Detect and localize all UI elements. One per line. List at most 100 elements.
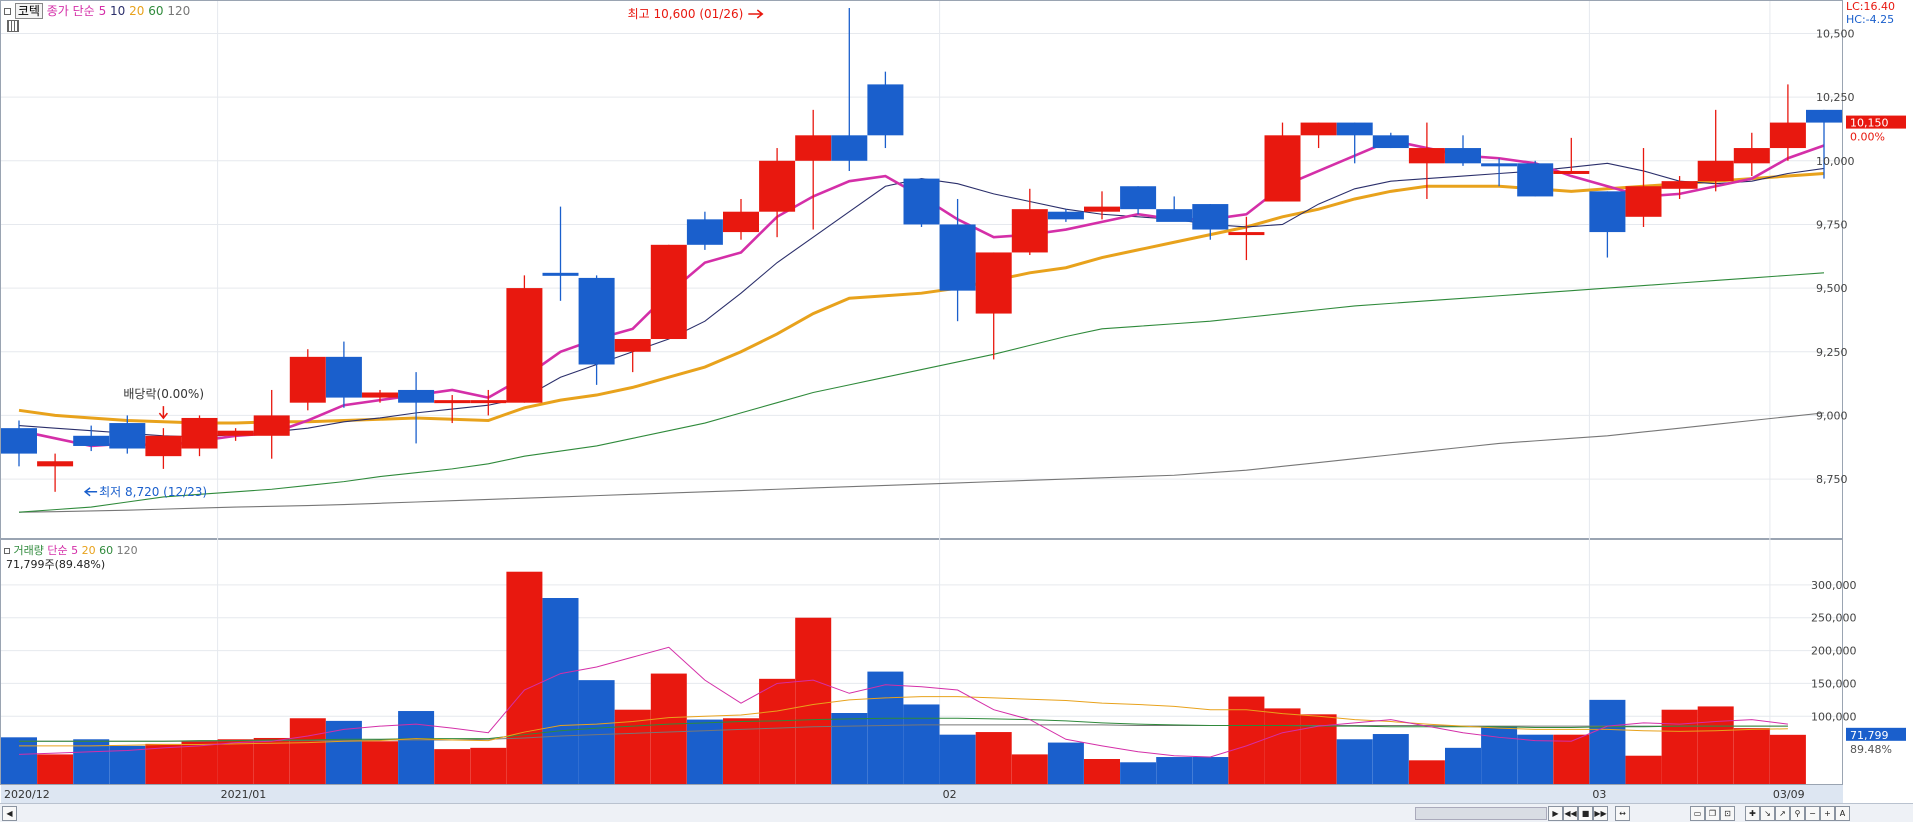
play-icon[interactable]: ▶ bbox=[1548, 806, 1563, 821]
candle-body bbox=[217, 430, 254, 436]
current-volume-tag: 71,799 bbox=[1850, 729, 1889, 742]
volume-bar bbox=[650, 673, 687, 784]
volume-ma20-line bbox=[19, 696, 1788, 747]
rewind-icon[interactable]: ◀◀ bbox=[1563, 806, 1578, 821]
volume-bar bbox=[831, 713, 868, 784]
vol-ma60-legend: 60 bbox=[99, 544, 114, 557]
crosshair-icon[interactable]: ✚ bbox=[1745, 806, 1760, 821]
trend-tool-icon[interactable]: ↘ bbox=[1760, 806, 1775, 821]
volume-ma120-line bbox=[19, 724, 1788, 742]
x-axis-labels: 2020/12 2021/01 02 03 03/09 bbox=[1, 785, 1843, 803]
search-icon[interactable]: ⚲ bbox=[1790, 806, 1805, 821]
price-tick-label: 9,750 bbox=[1816, 218, 1848, 231]
scrollbar-thumb[interactable] bbox=[1415, 807, 1547, 820]
ma10-legend: 10 bbox=[110, 4, 126, 18]
vol-ma5-legend: 5 bbox=[71, 544, 79, 557]
menu-icon[interactable] bbox=[4, 548, 10, 554]
candle-body bbox=[1156, 209, 1193, 222]
candle-body bbox=[253, 415, 290, 436]
high-arrow-icon bbox=[748, 9, 764, 19]
volume-tick-label: 300,000 bbox=[1811, 579, 1857, 592]
lc-label: LC:16.40 bbox=[1846, 0, 1896, 13]
candle-body bbox=[1589, 191, 1626, 233]
draw-tool-icon[interactable]: ↗ bbox=[1775, 806, 1790, 821]
candle-body bbox=[289, 356, 326, 403]
x-tick-label: 2021/01 bbox=[221, 788, 267, 801]
current-price-tag-box bbox=[1846, 115, 1906, 129]
stop-icon[interactable]: ■ bbox=[1578, 806, 1593, 821]
volume-tick-label: 200,000 bbox=[1811, 645, 1857, 658]
volume-bar bbox=[253, 737, 290, 784]
dividend-arrow-icon bbox=[158, 406, 168, 420]
volume-bar bbox=[1769, 734, 1806, 784]
volume-bar bbox=[1264, 708, 1301, 784]
volume-bar bbox=[1192, 757, 1229, 784]
candle-body bbox=[1, 428, 37, 454]
volume-bar bbox=[759, 678, 796, 784]
text-tool-icon[interactable]: A bbox=[1835, 806, 1850, 821]
price-tick-label: 10,000 bbox=[1816, 155, 1855, 168]
range-icon[interactable]: ↔ bbox=[1615, 806, 1630, 821]
candle-body bbox=[1192, 204, 1229, 230]
current-volume-pct-tag: 89.48% bbox=[1850, 743, 1892, 756]
candle-body bbox=[145, 435, 182, 457]
volume-bar bbox=[614, 709, 651, 784]
volume-bar bbox=[362, 741, 398, 784]
ma20-legend: 20 bbox=[129, 4, 145, 18]
volume-bar bbox=[217, 739, 254, 784]
candle-body bbox=[1011, 209, 1048, 253]
x-axis-band bbox=[1, 785, 1843, 803]
volume-bar bbox=[1733, 728, 1770, 784]
candle-body bbox=[470, 400, 507, 404]
copy-icon[interactable]: ❐ bbox=[1705, 806, 1720, 821]
volume-bars bbox=[1, 571, 1806, 784]
current-volume-tag-box bbox=[1846, 727, 1906, 741]
ma5-legend: 5 bbox=[98, 4, 107, 18]
volume-bar bbox=[975, 732, 1012, 784]
candle-body bbox=[578, 277, 615, 365]
candles bbox=[1, 8, 1842, 492]
volume-bar bbox=[470, 747, 507, 784]
annotations: 최고 10,600 (01/26) 최저 8,720 (12/23) 배당락(0.0… bbox=[83, 7, 764, 499]
volume-ma5-line bbox=[18, 646, 1788, 758]
candle-body bbox=[542, 272, 579, 276]
volume-bar bbox=[1, 737, 37, 784]
candle-body bbox=[1300, 122, 1337, 136]
volume-bar bbox=[506, 571, 543, 784]
candle-body bbox=[506, 288, 543, 403]
stock-name[interactable]: 코텍 bbox=[14, 3, 43, 19]
candle-body bbox=[795, 135, 832, 161]
dividend-annotation: 배당락(0.00%) bbox=[123, 387, 204, 401]
ma120-legend: 120 bbox=[167, 4, 191, 18]
volume-bar bbox=[1553, 734, 1590, 784]
candle-body bbox=[650, 244, 687, 340]
volume-bar bbox=[1084, 759, 1120, 784]
grid-toggle-icon[interactable] bbox=[7, 20, 19, 32]
zoom-box-icon[interactable]: ⊡ bbox=[1720, 806, 1735, 821]
volume-bar bbox=[1625, 755, 1662, 784]
candle-body bbox=[398, 389, 435, 403]
menu-icon[interactable] bbox=[4, 8, 11, 15]
candle-body bbox=[759, 160, 796, 212]
scroll-left-icon[interactable]: ◀ bbox=[2, 806, 17, 821]
current-price-tag: 10,150 bbox=[1850, 117, 1889, 130]
volume-bar bbox=[542, 598, 579, 784]
volume-bar bbox=[1120, 762, 1157, 784]
candle-body bbox=[686, 219, 723, 245]
price-ma60-line bbox=[18, 272, 1825, 513]
zoom-in-icon[interactable]: + bbox=[1820, 806, 1835, 821]
price-tick-label: 8,750 bbox=[1816, 473, 1848, 486]
candle-body bbox=[903, 178, 940, 225]
window-icon[interactable]: ▭ bbox=[1690, 806, 1705, 821]
x-tick-label: 03/09 bbox=[1773, 788, 1805, 801]
volume-bar bbox=[1372, 734, 1409, 784]
volume-header: 거래량 단순 5 20 60 120 bbox=[4, 542, 138, 558]
candle-body bbox=[1372, 135, 1409, 149]
stock-chart[interactable]: 8,750 9,000 9,250 9,500 9,750 10,000 10,250 10,… bbox=[0, 0, 1913, 804]
fast-forward-icon[interactable]: ▶▶ bbox=[1593, 806, 1608, 821]
volume-moving-averages bbox=[18, 646, 1788, 758]
zoom-out-icon[interactable]: − bbox=[1805, 806, 1820, 821]
volume-bar bbox=[289, 718, 326, 784]
volume-bar bbox=[398, 711, 435, 784]
x-tick-label: 03 bbox=[1592, 788, 1606, 801]
